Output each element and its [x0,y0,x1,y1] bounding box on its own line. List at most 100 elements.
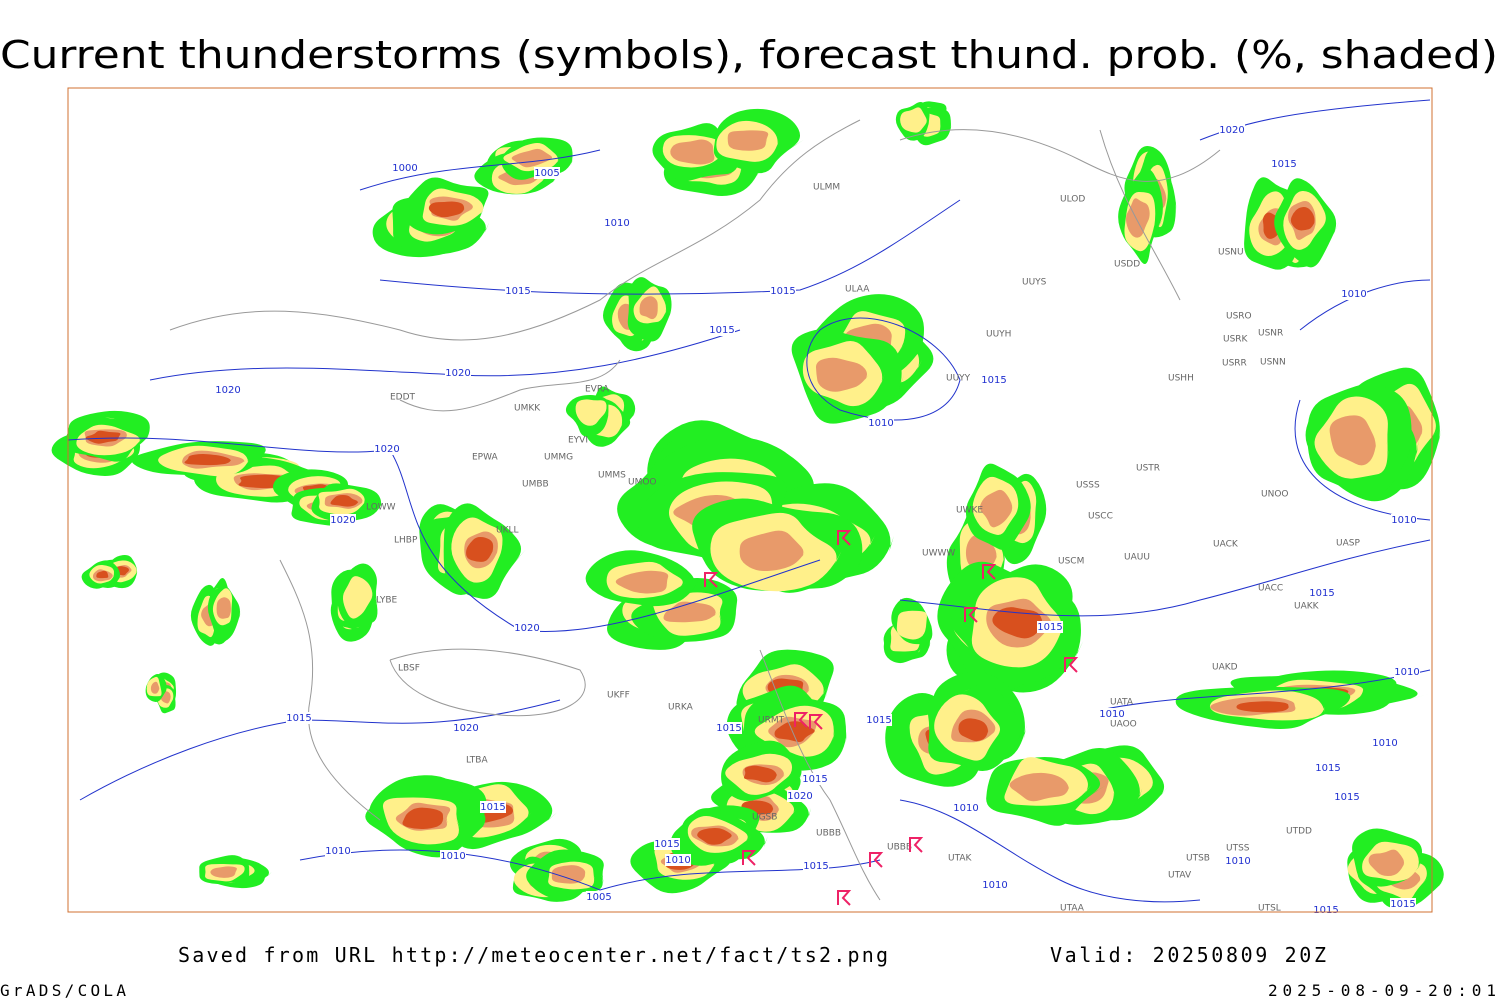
station-label: USNN [1260,358,1286,368]
station-label: UTAA [1060,904,1085,914]
isobar-label: 1005 [586,892,611,903]
isobar-label: 1015 [480,802,505,813]
station-label: UMMG [544,453,573,463]
isobar-label: 1010 [953,803,978,814]
prob-50 [815,357,869,392]
isobar-label-bg [1391,514,1417,526]
coastline [399,359,621,412]
coastline [899,129,1221,182]
station-label: ULMM [813,183,840,193]
isobar-label: 1015 [1390,899,1415,910]
isobar-label-bg [1315,762,1341,774]
station-label: UGSB [752,813,777,823]
isobar [1099,669,1431,711]
isobar-label-bg [586,891,612,903]
prob-50 [639,296,658,320]
isobar-label-bg [534,167,560,179]
isobar-label-bg [514,622,540,634]
station-label: UNOO [1261,490,1289,500]
isobar-label: 1010 [1341,289,1366,300]
timestamp: 2025-08-09-20:01 [1268,981,1496,1000]
station-label: LYBE [376,596,397,606]
isobar-label-bg [325,845,351,857]
station-label: USNR [1258,329,1283,339]
coastlines [169,119,1221,901]
station-label: USTR [1136,464,1160,474]
isobar-label: 1015 [286,713,311,724]
isobar-label-bg [480,801,506,813]
station-label: LTBA [466,756,488,766]
station-label: UAKD [1212,663,1238,673]
coastline [279,559,381,821]
prob-50 [150,681,160,694]
isobars [67,99,1431,903]
isobar-label: 1015 [654,839,679,850]
prob-30 [900,107,928,133]
coastline [1099,129,1181,301]
prob-50 [216,597,232,619]
prob-50 [1009,772,1070,802]
station-label: UAUU [1124,553,1150,563]
isobar-label-bg [453,722,479,734]
isobar-label: 1015 [505,286,530,297]
station-label: URKA [668,703,694,713]
thunderstorm-symbol [704,572,719,588]
prob-70 [1290,207,1316,231]
thunderstorm-symbol [909,837,924,853]
station-label: USHH [1168,374,1194,384]
isobar-label: 1015 [1313,905,1338,916]
isobar-label: 1015 [716,723,741,734]
isobar-label-bg [1372,737,1398,749]
isobar-label: 1010 [982,880,1007,891]
isobar-label-bg [1309,587,1335,599]
isobar-label: 1010 [604,218,629,229]
prob-50 [979,489,1014,528]
prob-70 [85,430,121,444]
thunderstorm-symbol [809,714,824,730]
isobar [359,149,601,191]
station-label: UTSB [1186,854,1210,864]
isobar-label: 1015 [709,325,734,336]
isobar-label: 1010 [868,418,893,429]
prob-70 [743,765,777,783]
thunderstorm-symbol [837,890,852,906]
isobar-label-bg [286,712,312,724]
isobar-label: 1000 [392,163,417,174]
isobar-label: 1020 [215,385,240,396]
isobar-label-bg [1271,158,1297,170]
station-label: LHBP [394,536,418,546]
isobar-label: 1010 [325,846,350,857]
isobar-label-bg [1341,288,1367,300]
isobar-label: 1020 [330,515,355,526]
prob-70 [466,536,494,562]
isobar-label: 1015 [1309,588,1334,599]
station-label: UATA [1110,698,1134,708]
prob-70 [96,570,109,579]
isobar-label-bg [981,374,1007,386]
isobar-label: 1015 [802,774,827,785]
thunderstorm-symbols [704,530,1079,906]
thunderstorm-symbol [794,712,809,728]
isobar-label: 1015 [981,375,1006,386]
isobar-label: 1015 [1334,792,1359,803]
isobar-label: 1010 [1372,738,1397,749]
isobar-label-bg [709,324,735,336]
station-label: EDDT [390,393,416,403]
station-label: UACK [1213,540,1239,550]
prob-70 [958,718,989,742]
prob-50 [1368,849,1405,877]
isobar-label: 1015 [803,861,828,872]
isobar-label-bg [770,285,796,297]
isobar-label-bg [982,879,1008,891]
station-label: LBSF [398,664,420,674]
isobar-label: 1010 [1394,667,1419,678]
thunderstorm-symbol [869,852,884,868]
isobar-label-bg [866,714,892,726]
isobar [379,199,961,295]
prob-30 [896,610,927,640]
prob-50 [551,865,586,884]
isobar-label: 1015 [866,715,891,726]
prob-70 [330,495,359,507]
prob-70 [428,201,465,218]
